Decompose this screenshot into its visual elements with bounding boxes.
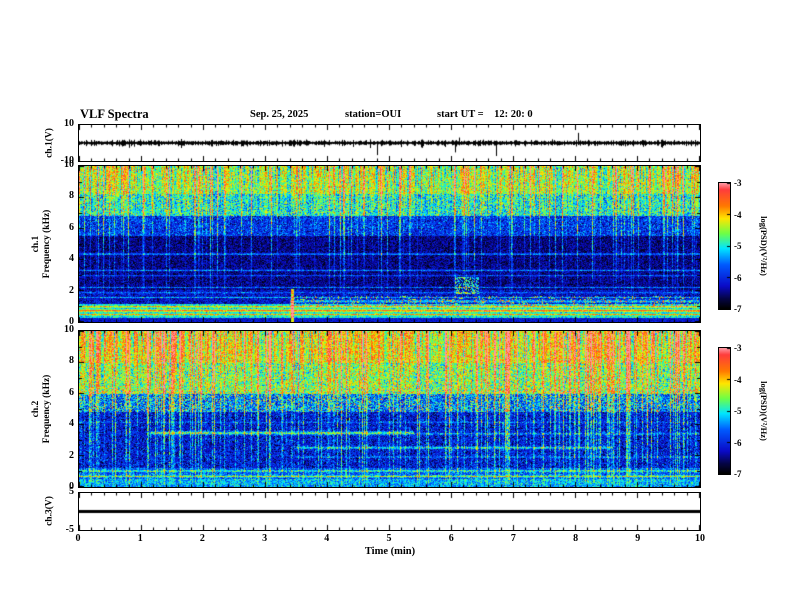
start-ut-label: start UT = 12: 20: 0 (437, 109, 533, 120)
ch1-wave-axis-text: ch.1(V) (44, 128, 55, 158)
ch1-waveform-canvas (79, 125, 700, 161)
ch2-spec-ytick-label: 6 (69, 386, 74, 398)
ch3-waveform-canvas (79, 493, 700, 530)
ch1-spec-ytick-label: 2 (69, 284, 74, 296)
x-tick-label: 2 (199, 533, 205, 544)
colorbar-ch1 (718, 182, 731, 310)
x-tick-label: 0 (75, 533, 81, 544)
ch2-spectrogram-panel (78, 330, 701, 488)
x-tick-label: 9 (635, 533, 641, 544)
x-tick-label: 3 (262, 533, 268, 544)
ch2-spec-axis-text: Frequency (kHz) (42, 374, 52, 444)
ch1-spec-ytick-label: 8 (69, 190, 74, 202)
date-label: Sep. 25, 2025 (250, 109, 309, 120)
ch1-spec-ytick-label: 10 (64, 159, 74, 170)
x-tick-label: 1 (137, 533, 143, 544)
ch2-spec-channel-text: ch.2 (31, 400, 41, 418)
colorbar-tick-label: -6 (734, 437, 742, 448)
ch1-wave-axis-title: ch.1(V) (45, 128, 56, 158)
ch1-waveform-panel (78, 124, 701, 162)
ch2-spec-ytick-label: 8 (69, 355, 74, 367)
ch2-spec-ytick-label: 4 (69, 418, 74, 430)
ch1-spec-ytick-label: 6 (69, 221, 74, 233)
ch2-spec-ytick-label: 10 (64, 324, 74, 335)
ch3-wave-ymin-label: -5 (65, 524, 74, 535)
colorbar-ch2-canvas (719, 348, 730, 474)
ch1-spec-axis-title: ch.1 Frequency (kHz) (31, 210, 53, 279)
x-tick-label: 5 (386, 533, 392, 544)
ch2-spec-ytick-label: 2 (69, 449, 74, 461)
colorbar-ch1-canvas (719, 183, 730, 309)
ch1-spec-ytick-label: 0 (69, 316, 74, 327)
colorbar-tick-label: -3 (734, 343, 742, 353)
x-tick-label: 8 (573, 533, 579, 544)
x-tick-label: 7 (510, 533, 516, 544)
x-tick-label: 10 (695, 533, 705, 544)
colorbar-ch2-title: log(PSD)(V²/Hz) (759, 381, 769, 441)
ch1-spectrogram-canvas (79, 166, 700, 322)
colorbar-tick-label: -4 (734, 209, 742, 220)
colorbar-tick-label: -5 (734, 241, 742, 251)
colorbar-tick-label: -3 (734, 178, 742, 188)
ch3-wave-ymax-label: 5 (69, 486, 74, 497)
station-label: station=OUI (345, 109, 402, 120)
ch1-spec-axis-text: Frequency (kHz) (42, 209, 52, 279)
ch1-spec-ytick-label: 4 (69, 253, 74, 265)
ch3-wave-axis-text: ch.3(V) (44, 496, 55, 526)
x-axis-title: Time (min) (364, 546, 416, 557)
colorbar-tick-label: -6 (734, 272, 742, 283)
ch3-waveform-panel (78, 492, 701, 531)
page-title: VLF Spectra (80, 107, 149, 121)
ch2-spec-ytick-label: 0 (69, 481, 74, 492)
colorbar-tick-label: -7 (734, 304, 742, 314)
ch2-spectrogram-canvas (79, 331, 700, 487)
ch2-spec-axis-title: ch.2 Frequency (kHz) (31, 375, 53, 444)
colorbar-tick-label: -5 (734, 406, 742, 416)
ch1-spectrogram-panel (78, 165, 701, 323)
colorbar-ch1-title: log(PSD)(V²/Hz) (759, 216, 769, 276)
ch1-wave-ymin-label: -10 (60, 155, 74, 166)
colorbar-tick-label: -7 (734, 469, 742, 479)
x-tick-label: 4 (324, 533, 330, 544)
x-tick-label: 6 (448, 533, 454, 544)
colorbar-tick-label: -4 (734, 374, 742, 385)
ch1-wave-ymax-label: 10 (64, 118, 74, 129)
colorbar-ch2 (718, 347, 731, 475)
ch1-spec-channel-text: ch.1 (31, 235, 41, 253)
ch3-wave-axis-title: ch.3(V) (45, 496, 56, 526)
